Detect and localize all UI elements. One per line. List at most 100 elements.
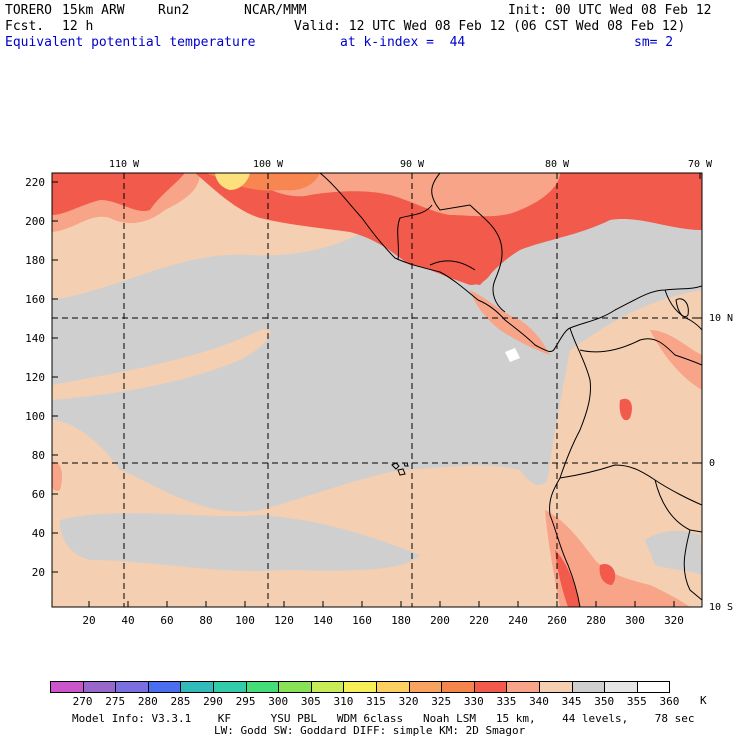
field-peach-andes <box>545 510 690 607</box>
lat-label-10n: 10 N <box>709 313 733 324</box>
legend-label: 340 <box>529 695 549 708</box>
x-tick-260: 260 <box>547 614 567 627</box>
legend-label: 285 <box>170 695 191 708</box>
field-red-northwest <box>52 173 185 215</box>
model-resolution: 15km ARW <box>62 3 125 18</box>
plot-frame <box>51 172 703 608</box>
legend-label: 310 <box>333 695 354 708</box>
field-white-spot <box>505 348 520 362</box>
x-tick-280: 280 <box>586 614 606 627</box>
field-yellow-mexico <box>215 173 250 190</box>
smoothing: sm= 2 <box>634 35 674 50</box>
legend-label: 350 <box>594 695 615 708</box>
model-name: TORERO <box>5 3 52 18</box>
coastlines <box>319 173 702 607</box>
legend-swatch <box>343 681 377 693</box>
y-tick-200: 200 <box>25 215 45 228</box>
graticule <box>52 173 702 607</box>
field-peach-west-edge <box>52 461 63 491</box>
field-peach-mexico <box>240 173 560 217</box>
legend-label: 295 <box>235 695 256 708</box>
coastline-lake-maracaibo <box>675 298 689 318</box>
field-red-andes <box>555 550 580 607</box>
lon-label-90w: 90 W <box>400 159 425 170</box>
legend-swatch <box>278 681 312 693</box>
legend-swatch <box>376 681 410 693</box>
lon-label-110w: 110 W <box>109 159 140 170</box>
legend-swatch <box>539 681 573 693</box>
organization: NCAR/MMM <box>244 3 307 18</box>
model-run: Run2 <box>158 3 190 18</box>
legend-label: 360 <box>659 695 680 708</box>
y-tick-40: 40 <box>32 527 45 540</box>
legend-label: 275 <box>105 695 126 708</box>
lat-label-0: 0 <box>709 458 715 469</box>
legend-label: 320 <box>398 695 419 708</box>
border-peru-brazil <box>654 479 702 533</box>
legend-label: 270 <box>72 695 93 708</box>
x-tick-300: 300 <box>625 614 645 627</box>
legend-swatch <box>82 681 117 693</box>
legend-swatch <box>473 681 508 693</box>
border-honduras-nicaragua <box>429 260 476 271</box>
legend-swatch <box>441 681 475 693</box>
legend-swatch <box>408 681 443 693</box>
y-tick-160: 160 <box>25 293 45 306</box>
coastline-mexico <box>319 173 479 301</box>
legend-label: 290 <box>203 695 223 708</box>
border-mexico-guatemala <box>397 204 433 261</box>
legend-swatch <box>636 681 671 693</box>
legend-swatch <box>245 681 280 693</box>
x-tick-140: 140 <box>313 614 333 627</box>
lon-label-100w: 100 W <box>253 159 284 170</box>
y-tick-140: 140 <box>25 332 45 345</box>
legend-swatch <box>50 681 84 693</box>
init-time: Init: 00 UTC Wed 08 Feb 12 <box>508 3 712 18</box>
x-tick-320: 320 <box>664 614 684 627</box>
valid-time: Valid: 12 UTC Wed 08 Feb 12 (06 CST Wed … <box>294 19 686 34</box>
field-gray-southeast <box>645 530 702 575</box>
k-index: at k-index = 44 <box>340 35 466 50</box>
x-tick-40: 40 <box>121 614 134 627</box>
legend-label: 305 <box>300 695 321 708</box>
x-tick-80: 80 <box>199 614 212 627</box>
y-tick-180: 180 <box>25 254 45 267</box>
legend-label: 280 <box>137 695 158 708</box>
model-info: Model Info: V3.3.1 KF YSU PBL WDM 6class… <box>72 712 695 725</box>
x-tick-20: 20 <box>82 614 95 627</box>
legend-label: 335 <box>496 695 517 708</box>
x-tick-220: 220 <box>469 614 489 627</box>
field-red-spot-east <box>619 398 632 421</box>
border-ecuador-peru <box>559 464 702 506</box>
field-red-central-america <box>380 218 494 285</box>
y-tick-100: 100 <box>25 410 45 423</box>
legend-unit: K <box>700 694 707 707</box>
y-tick-20: 20 <box>32 566 45 579</box>
physics-info: LW: Godd SW: Goddard DIFF: simple KM: 2D… <box>214 724 526 737</box>
legend-swatch <box>571 681 606 693</box>
legend-label: 330 <box>463 695 484 708</box>
legend-swatch <box>180 681 214 693</box>
coastline-south-america-north <box>569 285 702 329</box>
legend-label: 325 <box>431 695 452 708</box>
field-gray-ocean <box>52 185 702 512</box>
coastline-central-america <box>477 299 571 352</box>
axis-ticks <box>52 173 702 608</box>
x-tick-120: 120 <box>274 614 294 627</box>
forecast-hour: 12 h <box>62 19 94 34</box>
y-tick-220: 220 <box>25 176 45 189</box>
field-pale-south-america <box>545 290 702 607</box>
border-peru-bolivia <box>683 529 702 601</box>
legend-label: 355 <box>626 695 647 708</box>
field-red-spot-south <box>599 564 616 585</box>
field-peach-east-coast <box>650 330 702 390</box>
legend-label: 300 <box>268 695 289 708</box>
y-tick-120: 120 <box>25 371 45 384</box>
legend-swatch <box>147 681 182 693</box>
field-gray-south <box>60 513 420 572</box>
y-tick-80: 80 <box>32 449 45 462</box>
field-pale-streak <box>52 329 271 400</box>
legend-swatch <box>506 681 540 693</box>
coastline-caribbean-central-america <box>469 204 506 313</box>
